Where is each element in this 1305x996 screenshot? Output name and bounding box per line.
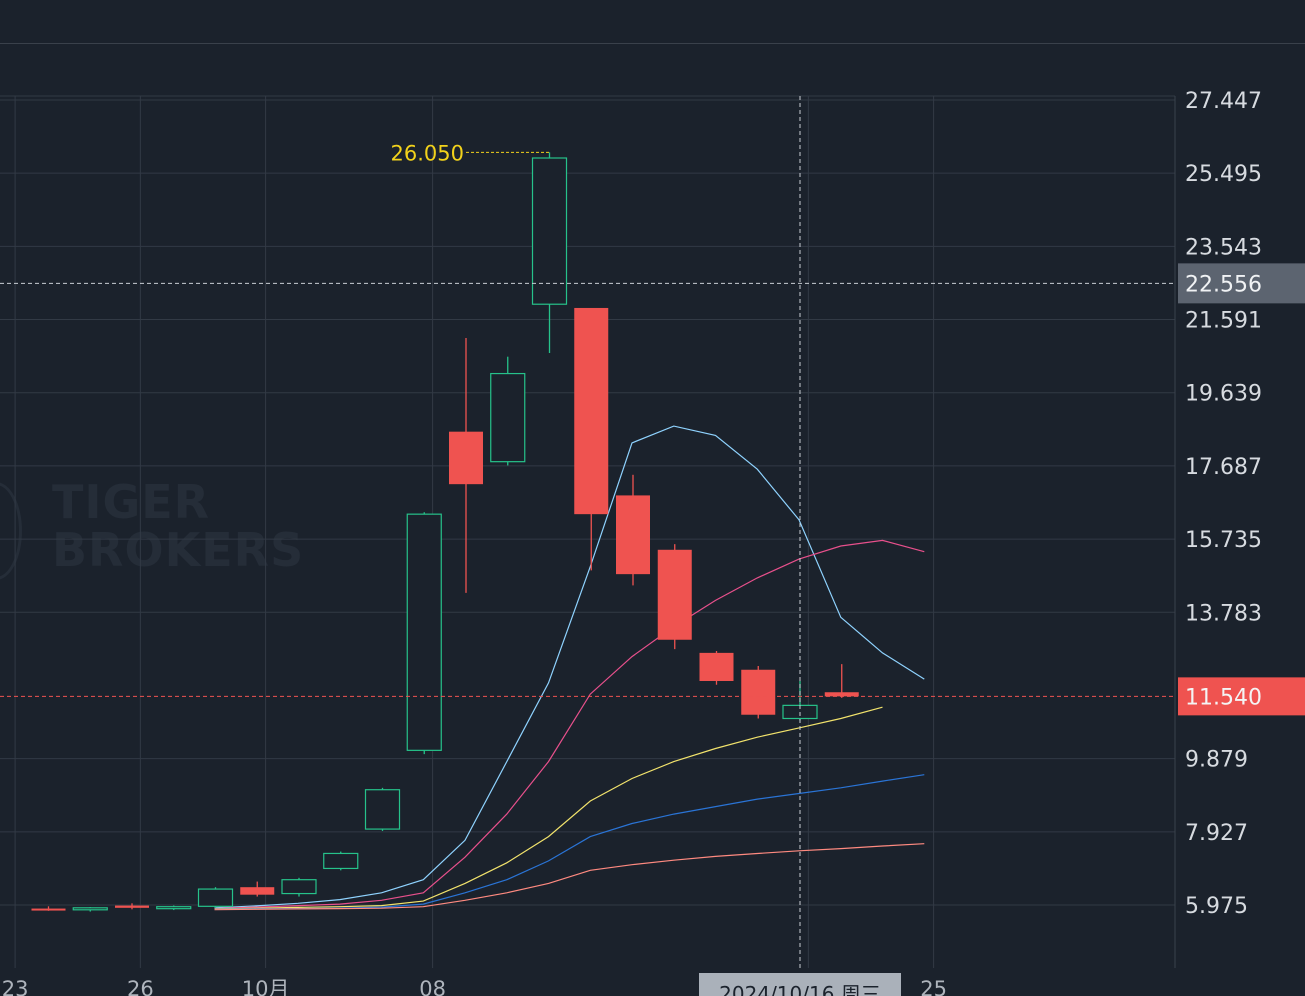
y-tick-label: 27.447 [1185, 89, 1262, 114]
x-tick-label: 23 [2, 977, 29, 996]
candles[interactable] [31, 152, 859, 912]
candle-body [197, 888, 234, 907]
candle-down[interactable] [699, 651, 734, 685]
chart-toolbar [0, 0, 1305, 44]
candle-body [281, 879, 317, 895]
ma-line [214, 843, 925, 911]
candle-body [699, 652, 734, 681]
candle-down[interactable] [616, 474, 650, 586]
crosshair-date-label: 2024/10/16 周三 [719, 982, 881, 996]
candle-body [72, 907, 108, 911]
y-tick-label: 23.543 [1185, 235, 1262, 260]
candle-body [616, 495, 650, 575]
candle-body [364, 789, 401, 830]
candle-up[interactable] [156, 905, 192, 911]
y-tick-label: 17.687 [1185, 455, 1262, 480]
y-tick-label: 13.783 [1185, 601, 1262, 626]
grid-lines [0, 95, 1175, 968]
candle-down[interactable] [574, 307, 609, 571]
candle-down[interactable] [115, 903, 149, 910]
candle-body [657, 549, 692, 640]
x-tick-label: 25 [920, 977, 947, 996]
last-price-flag [1178, 677, 1305, 716]
high-marker-label: 26.050 [391, 141, 464, 165]
candle-up[interactable] [364, 787, 401, 831]
last-price-label: 11.540 [1185, 685, 1262, 710]
crosshair-price-label: 22.556 [1185, 272, 1262, 297]
x-tick-label: 26 [127, 977, 154, 996]
candle-down[interactable] [824, 664, 859, 698]
candle-body [574, 307, 609, 515]
candle-body [824, 692, 859, 697]
x-tick-label: 08 [419, 977, 446, 996]
candle-down[interactable] [31, 906, 66, 911]
y-tick-label: 7.927 [1185, 821, 1248, 846]
candle-body [240, 887, 275, 895]
candle-up[interactable] [323, 851, 359, 871]
ma-line [214, 774, 925, 910]
y-tick-label: 25.495 [1185, 162, 1262, 187]
candle-up[interactable] [197, 887, 234, 908]
y-tick-label: 21.591 [1185, 309, 1262, 334]
y-tick-label: 9.879 [1185, 748, 1248, 773]
ma-line [214, 425, 925, 909]
candle-up[interactable] [72, 907, 108, 912]
crosshair-date-flag [699, 973, 901, 996]
candle-body [741, 669, 776, 715]
candle-down[interactable] [657, 544, 692, 650]
candle-body [449, 431, 483, 485]
candle-down[interactable] [240, 881, 275, 897]
chart-overlays: 26.050 [0, 96, 1175, 968]
candle-up[interactable] [406, 512, 442, 755]
candle-body [31, 908, 66, 911]
ma-line [214, 539, 925, 910]
ma-line [214, 706, 883, 910]
candle-body [531, 157, 568, 305]
moving-average-lines [214, 425, 925, 911]
price-axis[interactable]: 27.447 25.495 23.543 21.591 19.639 17.687 15.7… [1178, 89, 1305, 919]
candle-body [323, 852, 359, 870]
y-tick-label: 19.639 [1185, 382, 1262, 407]
candle-up[interactable] [281, 877, 317, 897]
x-tick-label: 10月 [242, 977, 290, 996]
crosshair-price-flag [1178, 263, 1305, 304]
candle-body [115, 905, 149, 908]
candle-up[interactable] [531, 152, 568, 353]
y-tick-label: 5.975 [1185, 894, 1248, 919]
candle-body [490, 372, 526, 463]
candle-body [156, 906, 192, 910]
time-axis[interactable]: 17232610月0822252024/10/16 周三 [0, 973, 947, 996]
candle-up[interactable] [490, 356, 526, 466]
candle-body [406, 513, 442, 751]
candle-down[interactable] [449, 337, 483, 593]
candle-down[interactable] [741, 665, 776, 719]
y-tick-label: 15.735 [1185, 528, 1262, 553]
